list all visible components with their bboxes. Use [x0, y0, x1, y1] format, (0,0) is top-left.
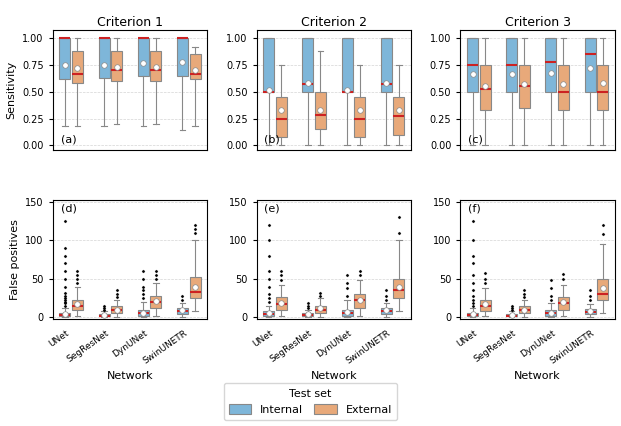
PathPatch shape [545, 310, 556, 316]
PathPatch shape [99, 38, 109, 78]
Y-axis label: False positives: False positives [10, 219, 20, 300]
PathPatch shape [558, 65, 569, 110]
Text: (f): (f) [468, 203, 481, 213]
PathPatch shape [584, 38, 596, 92]
PathPatch shape [111, 51, 122, 81]
PathPatch shape [60, 313, 70, 316]
PathPatch shape [467, 313, 478, 316]
PathPatch shape [393, 97, 404, 135]
PathPatch shape [558, 297, 569, 310]
PathPatch shape [189, 277, 201, 298]
PathPatch shape [276, 97, 287, 137]
PathPatch shape [479, 65, 491, 110]
PathPatch shape [263, 38, 274, 92]
PathPatch shape [545, 38, 556, 92]
PathPatch shape [597, 65, 608, 110]
PathPatch shape [276, 297, 287, 310]
PathPatch shape [60, 38, 70, 79]
Text: (c): (c) [468, 135, 483, 145]
Title: Criterion 3: Criterion 3 [505, 16, 571, 29]
PathPatch shape [72, 51, 83, 83]
PathPatch shape [138, 310, 149, 316]
PathPatch shape [342, 38, 353, 92]
PathPatch shape [467, 38, 478, 92]
PathPatch shape [584, 309, 596, 314]
PathPatch shape [138, 38, 149, 76]
PathPatch shape [263, 311, 274, 316]
PathPatch shape [150, 51, 161, 81]
PathPatch shape [302, 38, 314, 92]
PathPatch shape [99, 314, 109, 317]
PathPatch shape [315, 92, 326, 129]
Legend: Internal, External: Internal, External [224, 383, 397, 420]
PathPatch shape [381, 308, 392, 314]
PathPatch shape [354, 97, 365, 137]
Y-axis label: Sensitivity: Sensitivity [7, 60, 17, 119]
PathPatch shape [479, 300, 491, 311]
PathPatch shape [302, 314, 314, 317]
Title: Criterion 2: Criterion 2 [301, 16, 367, 29]
PathPatch shape [506, 38, 517, 92]
X-axis label: Network: Network [310, 371, 357, 381]
Text: (e): (e) [265, 203, 280, 213]
PathPatch shape [150, 296, 161, 308]
PathPatch shape [506, 314, 517, 317]
PathPatch shape [72, 300, 83, 310]
X-axis label: Network: Network [107, 371, 153, 381]
PathPatch shape [519, 306, 530, 314]
PathPatch shape [597, 279, 608, 300]
Text: (a): (a) [60, 135, 76, 145]
PathPatch shape [189, 55, 201, 79]
Title: Criterion 1: Criterion 1 [97, 16, 163, 29]
X-axis label: Network: Network [514, 371, 561, 381]
Text: (b): (b) [265, 135, 280, 145]
PathPatch shape [177, 308, 188, 314]
PathPatch shape [393, 279, 404, 298]
PathPatch shape [177, 38, 188, 76]
PathPatch shape [519, 65, 530, 108]
PathPatch shape [111, 306, 122, 314]
PathPatch shape [342, 310, 353, 316]
PathPatch shape [381, 38, 392, 92]
PathPatch shape [315, 306, 326, 314]
Text: (d): (d) [60, 203, 76, 213]
PathPatch shape [354, 294, 365, 308]
